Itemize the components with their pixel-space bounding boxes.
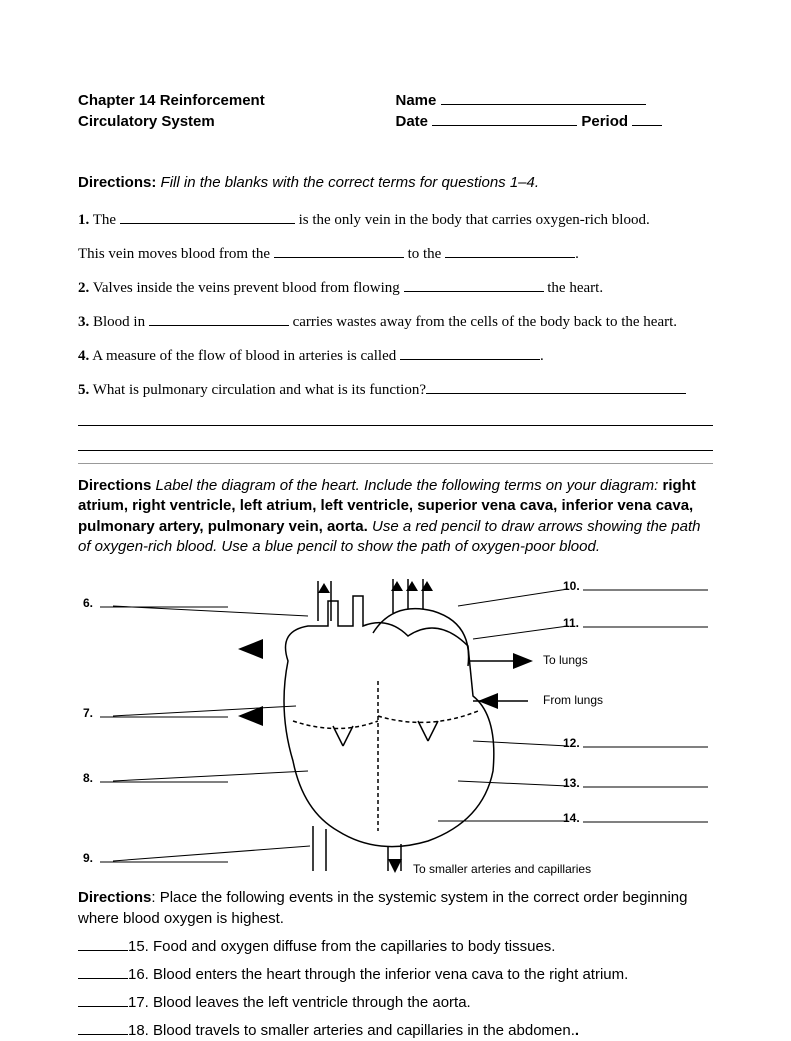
seq-blank-16[interactable]	[78, 964, 128, 979]
date-blank[interactable]	[432, 111, 577, 126]
seq-blank-17[interactable]	[78, 992, 128, 1007]
seq-item-17: 17. Blood leaves the left ventricle thro…	[78, 992, 713, 1013]
directions1-label: Directions:	[78, 174, 156, 191]
q5-blank2[interactable]	[78, 411, 713, 426]
label-11: 11.	[563, 616, 579, 630]
label-8: 8.	[83, 771, 93, 785]
seq-item-18: 18. Blood travels to smaller arteries an…	[78, 1020, 713, 1041]
label-12: 12.	[563, 736, 580, 750]
name-label: Name	[396, 92, 437, 109]
questions-block: 1. The is the only vein in the body that…	[78, 209, 713, 451]
question-1b: This vein moves blood from the to the .	[78, 243, 713, 265]
directions3-label: Directions	[78, 889, 151, 906]
directions-3: Directions: Place the following events i…	[78, 887, 713, 1041]
period-label: Period	[581, 113, 628, 130]
seq-item-16: 16. Blood enters the heart through the i…	[78, 964, 713, 985]
directions1-text: Fill in the blanks with the correct term…	[161, 174, 540, 191]
q5-blank1[interactable]	[426, 379, 686, 394]
header-title: Chapter 14 Reinforcement Circulatory Sys…	[78, 90, 396, 132]
q1-blank2[interactable]	[274, 243, 404, 258]
label-14: 14.	[563, 811, 580, 825]
label-10: 10.	[563, 579, 580, 593]
seq-blank-15[interactable]	[78, 936, 128, 951]
q5-blank3[interactable]	[78, 436, 713, 451]
directions-2: Directions Label the diagram of the hear…	[78, 463, 713, 557]
question-5: 5. What is pulmonary circulation and wha…	[78, 379, 713, 451]
question-1: 1. The is the only vein in the body that…	[78, 209, 713, 231]
seq-blank-18[interactable]	[78, 1020, 128, 1035]
date-label: Date	[396, 113, 429, 130]
title-line1: Chapter 14 Reinforcement	[78, 90, 396, 111]
worksheet-header: Chapter 14 Reinforcement Circulatory Sys…	[78, 90, 713, 132]
directions-1: Directions: Fill in the blanks with the …	[78, 172, 713, 193]
q1-blank3[interactable]	[445, 243, 575, 258]
q2-blank[interactable]	[404, 277, 544, 292]
to-arteries-label: To smaller arteries and capillaries	[413, 862, 591, 876]
q4-blank[interactable]	[400, 345, 540, 360]
label-6: 6.	[83, 596, 93, 610]
period-blank[interactable]	[632, 111, 662, 126]
q1-blank1[interactable]	[120, 209, 295, 224]
title-line2: Circulatory System	[78, 111, 396, 132]
label-13: 13.	[563, 776, 580, 790]
seq-item-15: 15. Food and oxygen diffuse from the cap…	[78, 936, 713, 957]
name-blank[interactable]	[441, 90, 646, 105]
from-lungs-label: From lungs	[543, 693, 603, 707]
directions2-label: Directions	[78, 477, 151, 494]
q3-blank[interactable]	[149, 311, 289, 326]
question-2: 2. Valves inside the veins prevent blood…	[78, 277, 713, 299]
heart-diagram: 6. 7. 8. 9. 10. 11. 12. 13. 14. To lungs…	[78, 571, 713, 881]
question-4: 4. A measure of the flow of blood in art…	[78, 345, 713, 367]
label-9: 9.	[83, 851, 93, 865]
heart-svg: 6. 7. 8. 9. 10. 11. 12. 13. 14. To lungs…	[78, 571, 713, 881]
header-fields: Name Date Period	[396, 90, 714, 132]
label-7: 7.	[83, 706, 93, 720]
question-3: 3. Blood in carries wastes away from the…	[78, 311, 713, 333]
to-lungs-label: To lungs	[543, 653, 588, 667]
